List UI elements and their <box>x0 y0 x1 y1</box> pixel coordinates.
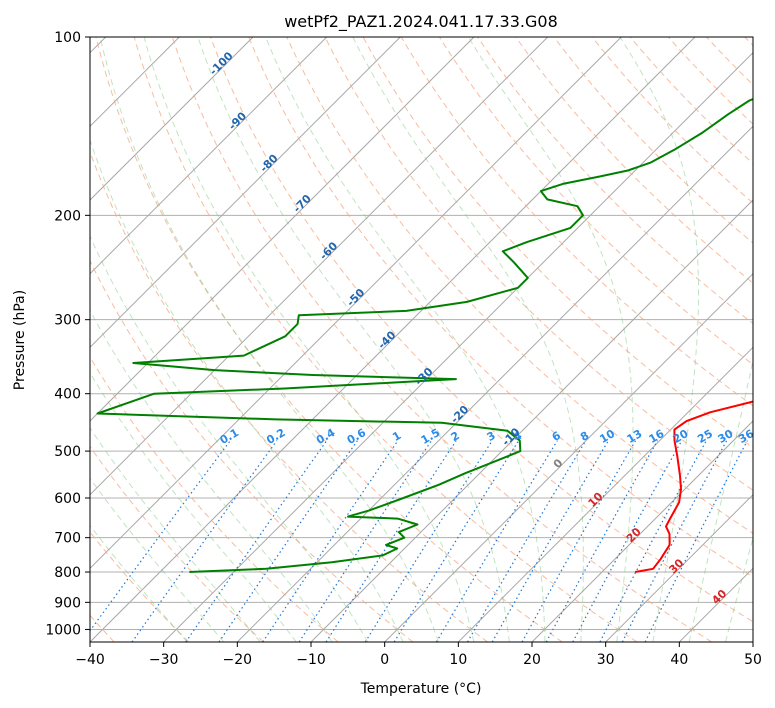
dry-adiabat-line <box>133 37 638 642</box>
isotherm-line <box>531 420 753 642</box>
moist-adiabat-line <box>90 427 261 642</box>
dry-adiabat-line <box>515 37 753 284</box>
moist-adiabat-line <box>90 477 225 642</box>
x-tick-label: 20 <box>523 652 541 668</box>
moist-adiabat-line <box>90 371 297 642</box>
x-tick-label: −10 <box>296 652 326 668</box>
plot-frame <box>89 36 754 643</box>
y-tick-label: 600 <box>54 491 81 507</box>
mixing-ratio-line <box>621 440 728 642</box>
isotherm-line <box>384 272 753 642</box>
mixing-ratio-line <box>298 440 432 642</box>
isotherm-line <box>90 37 549 496</box>
y-tick-label: 400 <box>54 387 81 403</box>
moist-adiabat-line <box>352 37 584 642</box>
x-tick-label: 40 <box>670 652 688 668</box>
mixing-ratio-line <box>131 440 278 642</box>
mixing-ratio-line <box>521 440 637 642</box>
mixing-ratio-line <box>644 440 748 642</box>
x-tick-label: 50 <box>744 652 762 668</box>
moist-adiabat-line <box>619 37 699 642</box>
y-tick-label: 800 <box>54 565 81 581</box>
dry-adiabat-line <box>629 37 753 165</box>
x-tick-label: 10 <box>449 652 467 668</box>
dry-adiabat-line <box>591 37 753 204</box>
dry-adiabat-line <box>210 37 753 623</box>
mixing-ratio-line <box>545 440 659 642</box>
mixing-ratio-line <box>435 440 558 642</box>
dry-adiabat-line <box>248 37 753 578</box>
moist-adiabat-line <box>90 309 333 642</box>
dewpoint-profile <box>96 97 753 573</box>
chart-title: wetPf2_PAZ1.2024.041.17.33.G08 <box>284 12 558 32</box>
y-tick-label: 100 <box>54 30 81 46</box>
moist-adiabat-line <box>90 138 404 642</box>
x-tick-label: 30 <box>597 652 615 668</box>
isotherm-line <box>236 125 753 642</box>
x-tick-label: −40 <box>75 652 105 668</box>
moist-adiabat-line <box>688 358 753 642</box>
temperature-profile <box>634 400 753 573</box>
isotherm-line <box>457 346 753 642</box>
dry-adiabat-line <box>400 37 753 407</box>
dry-adiabat-line <box>90 259 414 642</box>
isotherm-line <box>90 37 696 642</box>
y-tick-label: 1000 <box>45 622 81 638</box>
moist-adiabat-line <box>99 37 439 642</box>
x-tick-label: −20 <box>223 652 253 668</box>
isotherm-line <box>90 37 622 570</box>
y-axis-title: Pressure (hPa) <box>12 290 28 390</box>
mixing-ratio-line <box>185 440 328 642</box>
x-tick-label: −30 <box>149 652 179 668</box>
moist-adiabat-line <box>143 37 475 642</box>
dry-adiabat-line <box>171 37 712 642</box>
mixing-ratio-line <box>393 440 520 642</box>
moist-adiabat-line <box>725 536 753 642</box>
dry-adiabat-line <box>324 37 753 491</box>
y-tick-label: 900 <box>54 595 81 611</box>
isotherm-line <box>90 37 254 201</box>
dry-adiabat-line <box>90 445 264 642</box>
y-tick-label: 700 <box>54 531 81 547</box>
isotherm-line <box>90 37 328 275</box>
y-tick-label: 500 <box>54 444 81 460</box>
isotherm-line <box>605 493 753 642</box>
dry-adiabat-line <box>477 37 753 325</box>
x-tick-label: 0 <box>380 652 389 668</box>
moist-adiabat-line <box>90 524 188 642</box>
isotherm-line <box>163 51 753 642</box>
dry-adiabat-line <box>95 37 563 642</box>
dry-adiabat-line <box>362 37 753 449</box>
isotherm-line <box>90 37 401 349</box>
moist-adiabat-line <box>90 235 369 642</box>
isotherm-line <box>90 37 475 422</box>
moist-adiabat-line <box>197 37 510 642</box>
mixing-ratio-line <box>364 440 493 642</box>
plot-area <box>90 37 753 642</box>
mixing-ratio-line <box>466 440 587 642</box>
moist-adiabat-line <box>265 37 546 642</box>
mixing-ratio-line <box>572 440 683 642</box>
axis-ticks: −40 −30 −20 −10 0 10 20 30 40 50 100 200 300 400 500 60… <box>45 30 762 668</box>
y-tick-label: 200 <box>54 208 81 224</box>
mixing-ratio-line <box>491 440 609 642</box>
x-axis-title: Temperature (°C) <box>360 681 482 697</box>
mixing-ratio-line <box>599 440 707 642</box>
y-tick-label: 300 <box>54 313 81 329</box>
